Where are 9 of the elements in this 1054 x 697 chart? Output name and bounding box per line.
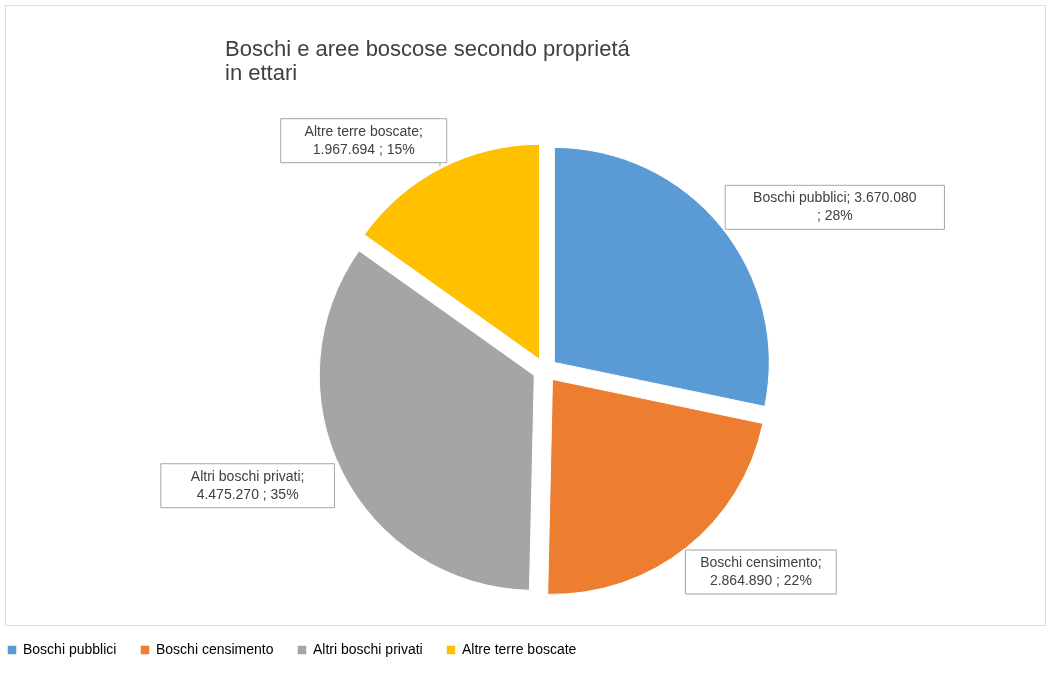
legend-label: Boschi censimento [156,641,274,657]
data-label: Altri boschi privati; 4.475.270 ; 35% [190,467,305,502]
legend-label: Altri boschi privati [313,641,423,657]
chart-title: Boschi e aree boscose secondo proprietá in ettari [225,36,631,85]
legend-label: Altre terre boscate [462,641,577,657]
data-label: Boschi pubblici; 3.670.080 ; 28% [753,189,917,224]
data-label: Altre terre boscate; 1.967.694 ; 15% [304,122,423,157]
legend-label: Boschi pubblici [23,641,117,657]
data-label: Boschi censimento; 2.864.890 ; 22% [700,554,822,589]
